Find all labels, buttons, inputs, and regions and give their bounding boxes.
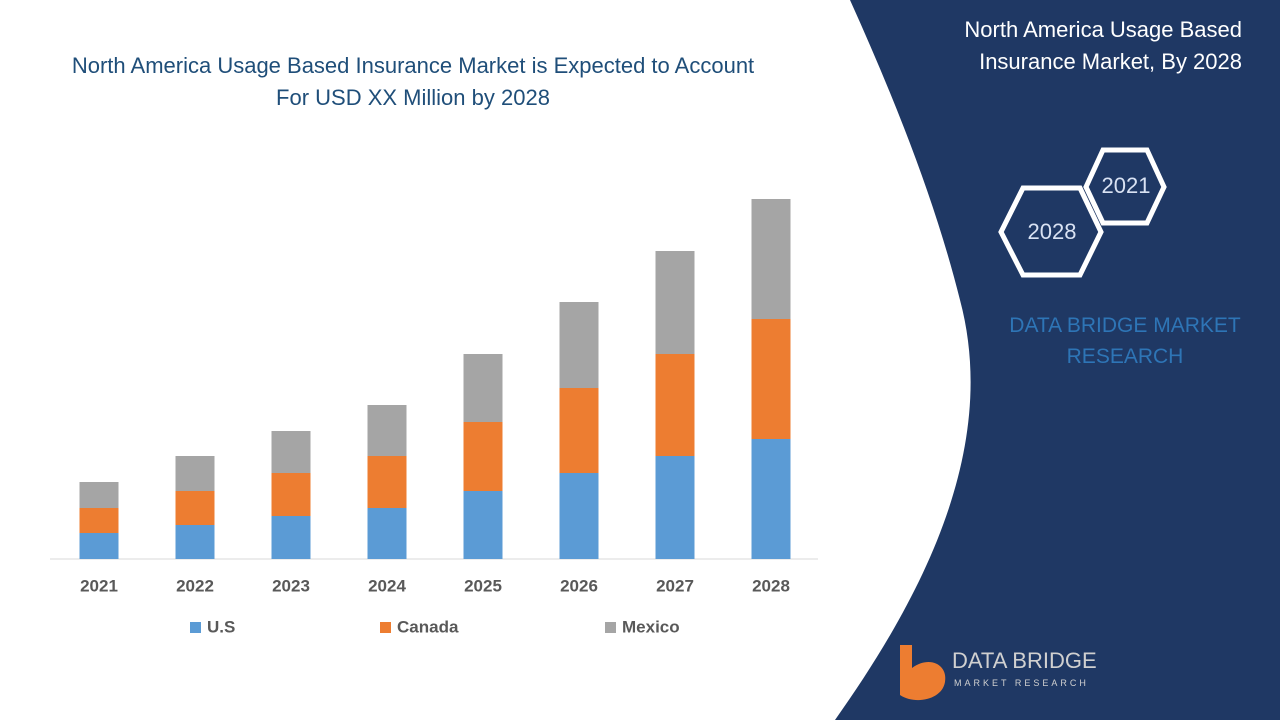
bar-segment <box>271 473 311 516</box>
bar-segment <box>271 431 311 473</box>
hex-label: 2028 <box>1028 219 1077 244</box>
bar-segment <box>655 456 695 559</box>
x-tick-label: 2024 <box>368 576 406 595</box>
bar-segment <box>751 319 791 439</box>
bar-segment <box>751 439 791 559</box>
bar-segment <box>175 456 215 491</box>
logo: DATA BRIDGE MARKET RESEARCH <box>900 645 1097 701</box>
panel-title: North America Usage Based Insurance Mark… <box>964 17 1242 74</box>
bar-segment <box>79 508 119 533</box>
bar-segment <box>559 473 599 559</box>
bar-segment <box>79 533 119 559</box>
bar-segment <box>655 251 695 354</box>
logo-name: DATA BRIDGE <box>952 648 1097 673</box>
x-tick-label: 2021 <box>80 576 118 595</box>
legend-label: Mexico <box>622 617 680 636</box>
legend-swatch <box>605 622 616 633</box>
bar-segment <box>463 491 503 559</box>
x-tick-label: 2028 <box>752 576 790 595</box>
bar-segment <box>175 525 215 559</box>
bar-segment <box>463 354 503 422</box>
logo-tagline: MARKET RESEARCH <box>954 678 1089 688</box>
bar-segment <box>79 482 119 508</box>
x-tick-label: 2027 <box>656 576 694 595</box>
bar-segment <box>367 508 407 559</box>
bar-segment <box>367 405 407 456</box>
legend-swatch <box>380 622 391 633</box>
x-tick-label: 2022 <box>176 576 214 595</box>
chart-title: North America Usage Based Insurance Mark… <box>71 53 755 110</box>
bar-segment <box>559 388 599 473</box>
brand-text: DATA BRIDGE MARKET RESEARCH <box>1009 314 1241 368</box>
bar-segment <box>175 491 215 525</box>
bar-segment <box>271 516 311 559</box>
legend-label: Canada <box>397 617 459 636</box>
bar-segment <box>463 422 503 491</box>
bar-segment <box>367 456 407 508</box>
hexagon <box>1083 147 1167 226</box>
hexagon <box>998 185 1104 278</box>
bar-segment <box>655 354 695 456</box>
bar-segment <box>751 199 791 319</box>
x-tick-label: 2025 <box>464 576 502 595</box>
x-tick-label: 2026 <box>560 576 598 595</box>
x-tick-label: 2023 <box>272 576 310 595</box>
hex-label: 2021 <box>1102 173 1151 198</box>
logo-mark <box>900 645 946 701</box>
legend-label: U.S <box>207 617 235 636</box>
bar-segment <box>559 302 599 388</box>
side-panel <box>835 0 1280 720</box>
legend-swatch <box>190 622 201 633</box>
